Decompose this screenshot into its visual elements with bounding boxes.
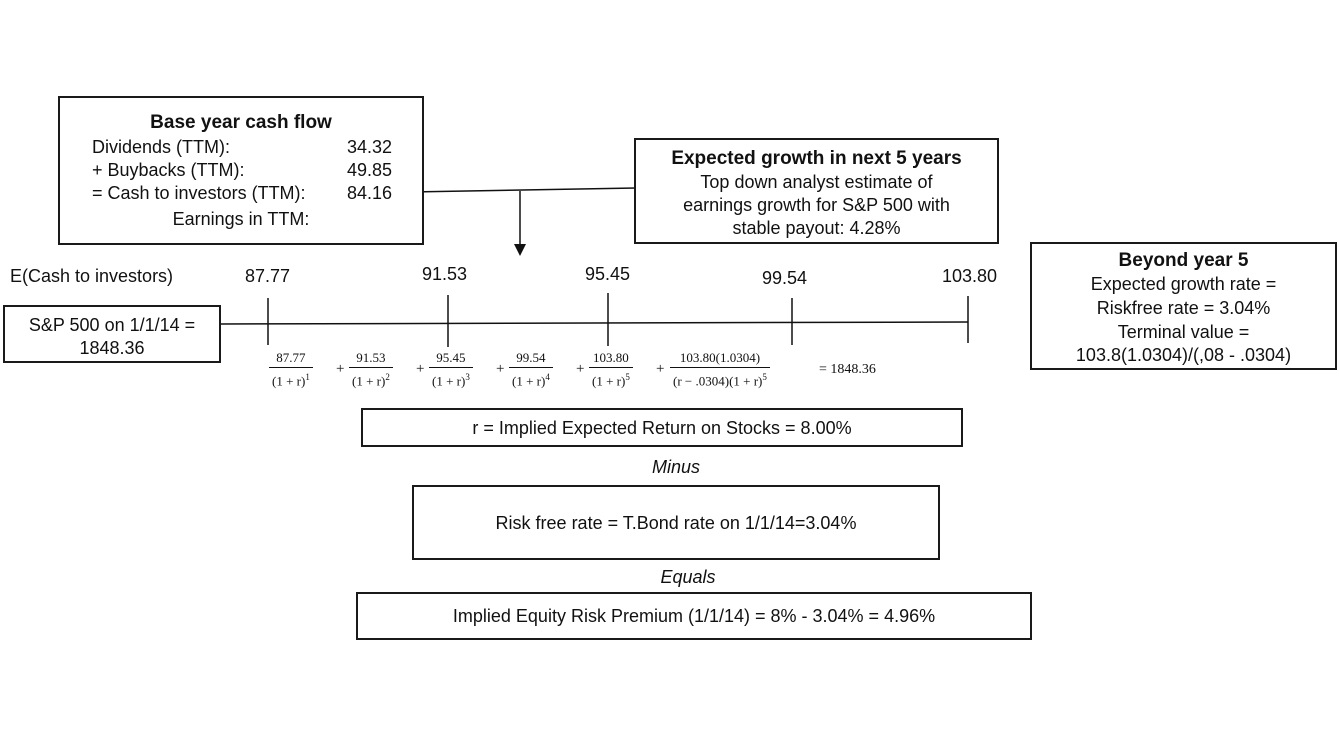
pv-term-1-exponent: 1 <box>305 372 310 382</box>
dividends-label: Dividends (TTM): <box>92 137 231 157</box>
beyond-title: Beyond year 5 <box>1118 250 1249 271</box>
pv-term-4-exponent: 4 <box>545 372 550 382</box>
beyond-line-3: Terminal value = <box>1117 322 1250 342</box>
pv-term-4-numerator: 99.54 <box>516 350 546 365</box>
beyond-line-4: 103.8(1.0304)/(,08 - .0304) <box>1075 345 1292 365</box>
pv-term-3-exponent: 3 <box>465 372 470 382</box>
growth-line-3: stable payout: 4.28% <box>732 218 901 238</box>
pv-term-1-denominator: (1 + r) <box>272 373 306 389</box>
cash-flow-year-3: 95.45 <box>585 264 631 284</box>
implied-return-box: r = Implied Expected Return on Stocks = … <box>361 408 963 447</box>
pv-term-2-denominator: (1 + r) <box>352 373 386 389</box>
pv-terminal-numerator: 103.80(1.0304) <box>679 350 761 365</box>
equals-label: Equals <box>660 567 716 587</box>
minus-label: Minus <box>651 457 700 477</box>
pv-term-1-numerator: 87.77 <box>276 350 306 365</box>
cash-to-investors-row: = Cash to investors (TTM): 84.16 <box>92 183 392 204</box>
equity-risk-premium-box: Implied Equity Risk Premium (1/1/14) = 8… <box>356 592 1032 640</box>
cash-flow-year-1: 87.77 <box>245 266 291 286</box>
earnings-label: Earnings in TTM: <box>172 209 310 229</box>
cash-flow-year-2: 91.53 <box>422 264 468 284</box>
equity-risk-premium-text: Implied Equity Risk Premium (1/1/14) = 8… <box>452 606 936 626</box>
riskfree-box: Risk free rate = T.Bond rate on 1/1/14=3… <box>412 485 940 560</box>
beyond-line-1: Expected growth rate = <box>1090 274 1277 294</box>
pv-equation-result: = 1848.36 <box>819 362 876 377</box>
cash-to-investors-label: = Cash to investors (TTM): <box>92 183 306 203</box>
pv-term-1: 87.77 (1 + r)1 <box>269 350 313 389</box>
cash-flow-year-5: 103.80 <box>942 266 998 286</box>
pv-terminal-term: 103.80(1.0304) (r − .0304)(1 + r)5 <box>670 350 770 389</box>
dividends-value: 34.32 <box>346 137 392 157</box>
down-arrow-head <box>514 244 526 256</box>
pv-term-3: 95.45 (1 + r)3 <box>429 350 473 389</box>
sp500-value: 1848.36 <box>79 338 145 358</box>
pv-term-4: 99.54 (1 + r)4 <box>509 350 553 389</box>
timeline-axis <box>220 321 969 325</box>
cash-to-growth-connector <box>409 187 637 193</box>
pv-term-2-exponent: 2 <box>385 372 390 382</box>
plus-sign: + <box>336 361 345 377</box>
pv-terminal-exponent: 5 <box>762 372 767 382</box>
sp500-label: S&P 500 on 1/1/14 = <box>28 315 196 335</box>
cash-to-investors-value: 84.16 <box>346 183 392 203</box>
base-year-box: Base year cash flow Dividends (TTM): 34.… <box>58 96 424 245</box>
beyond-line-2: Riskfree rate = 3.04% <box>1096 298 1271 318</box>
plus-sign: + <box>576 361 585 377</box>
dividends-row: Dividends (TTM): 34.32 <box>92 137 392 158</box>
buybacks-label: + Buybacks (TTM): <box>92 160 245 180</box>
plus-sign: + <box>416 361 425 377</box>
buybacks-value: 49.85 <box>346 160 392 180</box>
buybacks-row: + Buybacks (TTM): 49.85 <box>92 160 392 181</box>
pv-term-3-denominator: (1 + r) <box>432 373 466 389</box>
pv-term-5-numerator: 103.80 <box>593 350 629 365</box>
growth-box: Expected growth in next 5 years Top down… <box>634 138 999 244</box>
pv-terminal-denominator: (r − .0304)(1 + r) <box>673 373 763 389</box>
pv-term-2: 91.53 (1 + r)2 <box>349 350 393 389</box>
pv-term-3-numerator: 95.45 <box>436 350 466 365</box>
base-year-title: Base year cash flow <box>150 112 332 133</box>
cash-flow-year-4: 99.54 <box>762 268 808 288</box>
growth-line-1: Top down analyst estimate of <box>700 172 933 192</box>
sp500-box: S&P 500 on 1/1/14 = 1848.36 <box>3 305 221 363</box>
pv-term-5: 103.80 (1 + r)5 <box>589 350 633 389</box>
pv-term-5-denominator: (1 + r) <box>592 373 626 389</box>
implied-return-text: r = Implied Expected Return on Stocks = … <box>472 418 852 438</box>
riskfree-text: Risk free rate = T.Bond rate on 1/1/14=3… <box>495 513 857 533</box>
pv-term-2-numerator: 91.53 <box>356 350 386 365</box>
growth-title: Expected growth in next 5 years <box>671 148 962 169</box>
plus-sign: + <box>496 361 505 377</box>
beyond-year-5-box: Beyond year 5 Expected growth rate = Ris… <box>1030 242 1337 370</box>
timeline-label: E(Cash to investors) <box>10 266 174 286</box>
pv-term-4-denominator: (1 + r) <box>512 373 546 389</box>
plus-sign: + <box>656 361 665 377</box>
pv-term-5-exponent: 5 <box>625 372 630 382</box>
growth-line-2: earnings growth for S&P 500 with <box>683 195 950 215</box>
